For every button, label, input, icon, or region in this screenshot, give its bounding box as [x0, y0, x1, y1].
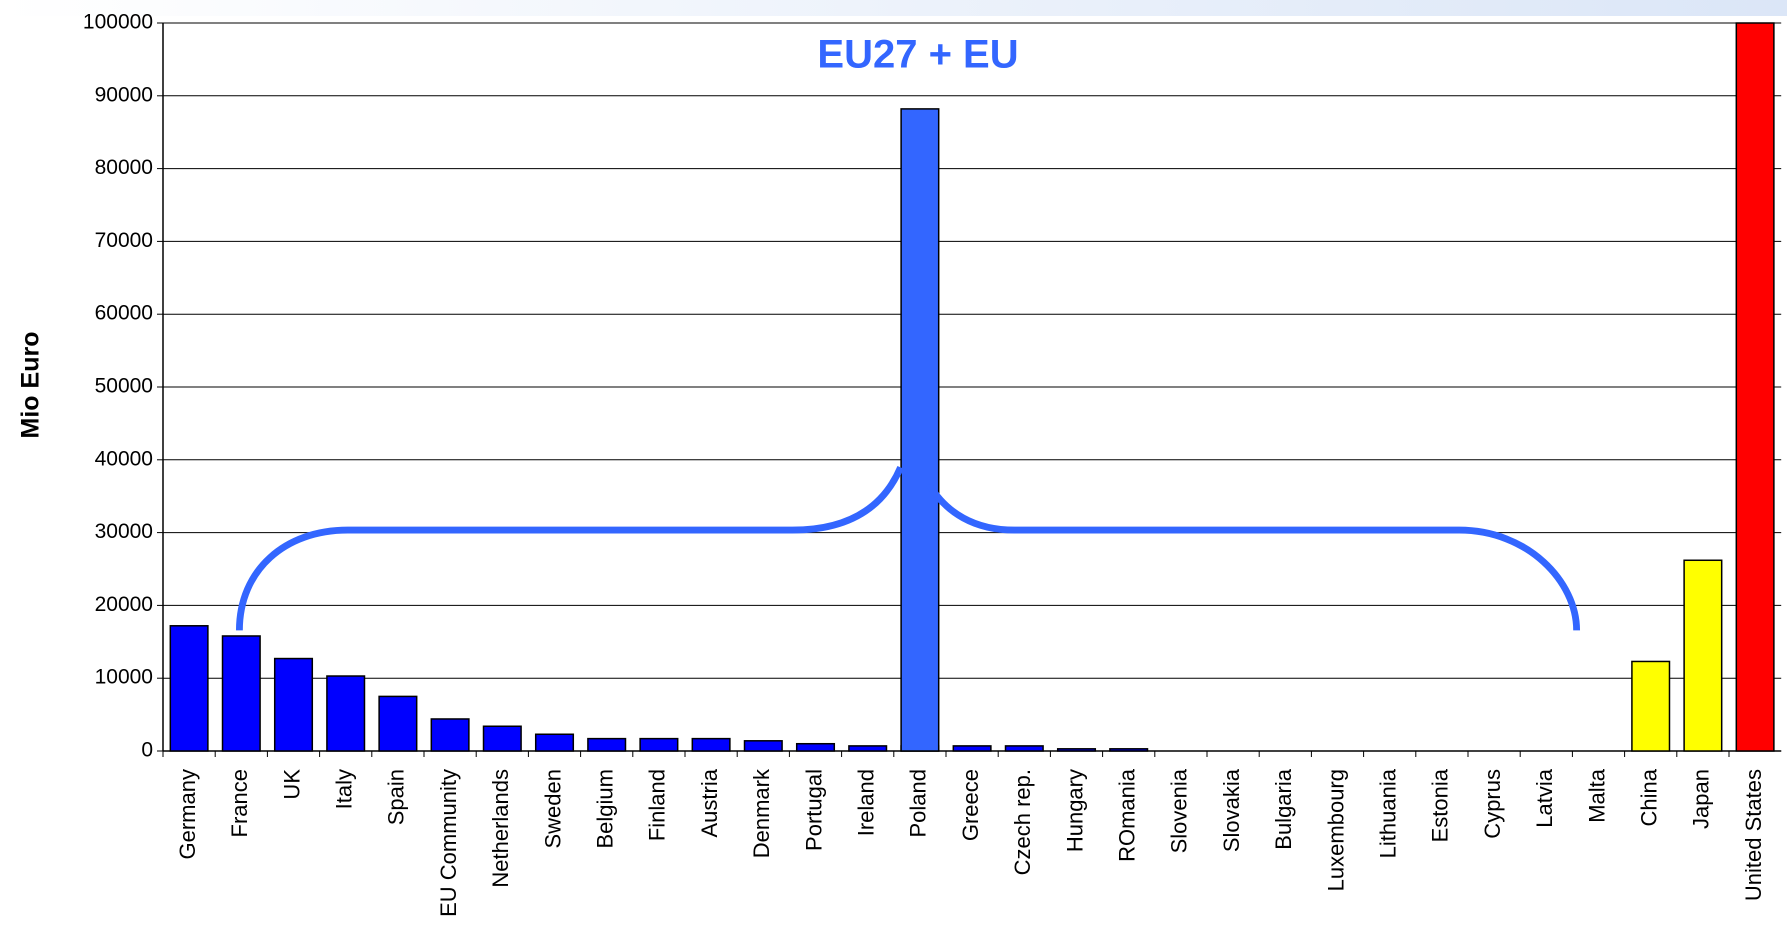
x-tick-label: Czech rep. — [1010, 769, 1035, 875]
x-tick-label: Ireland — [854, 769, 879, 836]
y-tick-label: 40000 — [95, 447, 153, 470]
bar — [1056, 748, 1097, 752]
y-tick-label: 70000 — [95, 229, 153, 252]
brackets — [235, 466, 1581, 631]
x-tick-label: Bulgaria — [1271, 768, 1296, 849]
x-tick-label: Japan — [1689, 769, 1714, 829]
x-tick-label: Latvia — [1532, 768, 1557, 827]
x-tick-label: EU Community — [436, 769, 461, 917]
x-tick-label: Belgium — [593, 769, 618, 848]
bar — [587, 737, 627, 752]
bar — [848, 745, 888, 752]
bar — [1109, 748, 1149, 752]
y-tick-label: 60000 — [95, 302, 153, 325]
bar — [430, 718, 470, 752]
x-tick-label: Luxembourg — [1323, 769, 1348, 891]
bar — [795, 742, 836, 752]
x-tick-label: Austria — [697, 768, 722, 837]
chart-title: EU27 + EU — [817, 33, 1018, 77]
y-tick-label: 80000 — [95, 156, 153, 179]
right-bracket — [926, 482, 1581, 631]
x-tick-label: Greece — [958, 769, 983, 841]
x-tick-label: Slovakia — [1219, 768, 1244, 852]
x-tick-label: Sweden — [540, 769, 565, 849]
bar — [378, 695, 418, 752]
plot: 0 10000 20000 30000 40000 50000 60000 70000 8000… — [83, 11, 1782, 917]
bar — [1631, 660, 1671, 752]
x-tick-label: Poland — [906, 769, 931, 838]
bar — [1683, 559, 1723, 752]
y-tick-label: 0 — [141, 739, 153, 762]
bar — [1735, 22, 1775, 752]
x-tick-label: Hungary — [1062, 769, 1087, 852]
bar — [534, 733, 575, 752]
x-tick-label: Estonia — [1428, 768, 1453, 842]
bar — [482, 725, 522, 752]
bar — [273, 657, 314, 752]
x-tick-label: Spain — [384, 769, 409, 825]
x-tick-label: France — [227, 769, 252, 837]
y-tick-label: 30000 — [95, 520, 153, 543]
bar — [169, 625, 209, 752]
x-tick-label: Italy — [332, 769, 357, 809]
bar — [639, 737, 679, 752]
header-band — [0, 0, 1787, 16]
eu-total-bar — [900, 108, 940, 752]
x-tick-label: Lithuania — [1376, 768, 1401, 858]
bar — [326, 675, 366, 752]
x-tick-label: Denmark — [749, 768, 774, 858]
left-bracket — [235, 466, 904, 631]
x-tick-label: Germany — [175, 769, 200, 859]
y-tick-label: 20000 — [95, 593, 153, 616]
bar — [743, 740, 783, 752]
y-tick-label: 90000 — [95, 83, 153, 106]
y-axis-label: Mio Euro — [17, 332, 45, 439]
y-tick-label: 100000 — [83, 11, 153, 34]
x-tick-label: Finland — [645, 769, 670, 841]
y-tick-label: 10000 — [95, 666, 153, 689]
x-tick-label: Slovenia — [1167, 768, 1192, 853]
x-tick-label: Netherlands — [488, 769, 513, 888]
x-tick-label: Portugal — [801, 769, 826, 851]
x-tick-label: ROmania — [1115, 768, 1140, 862]
bar — [952, 745, 992, 752]
x-tick-label: UK — [279, 769, 304, 800]
bar — [691, 737, 731, 752]
y-tick-label: 50000 — [95, 375, 153, 398]
x-tick-label: United States — [1741, 769, 1766, 901]
x-tick-label: Cyprus — [1480, 769, 1505, 839]
bar — [221, 635, 261, 752]
bar — [1004, 745, 1044, 752]
x-tick-label: China — [1637, 768, 1662, 826]
x-tick-label: Malta — [1584, 768, 1609, 823]
